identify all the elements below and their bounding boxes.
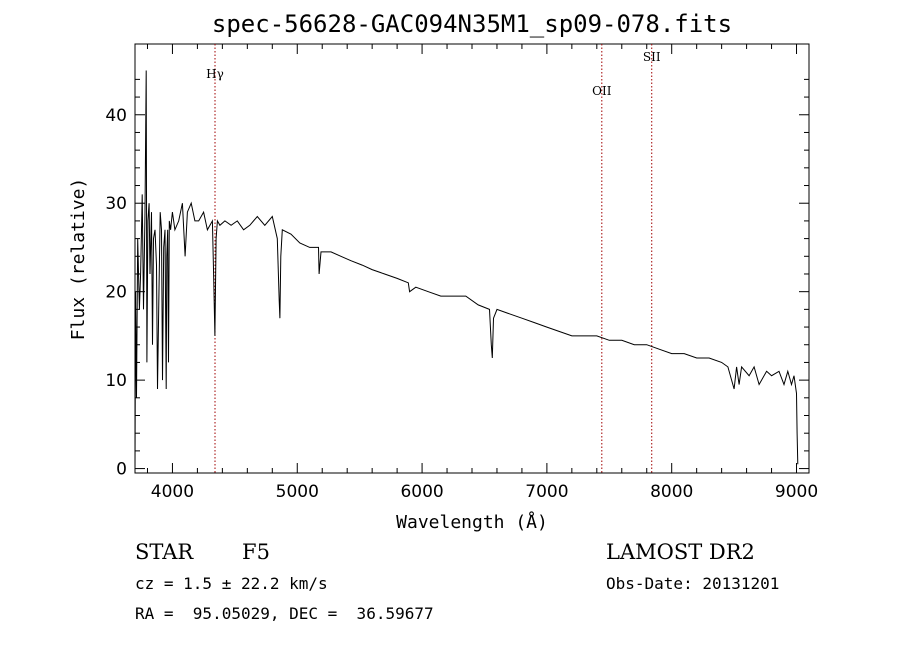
flux-series-line (134, 70, 799, 469)
object-class: STAR (135, 540, 194, 564)
line-marker-label: OII (592, 84, 612, 98)
y-tick-label: 30 (105, 194, 127, 214)
x-tick-label: 5000 (276, 482, 319, 502)
x-tick-label: 4000 (151, 482, 194, 502)
line-marker-label: SII (643, 50, 661, 64)
redshift-text: cz = 1.5 ± 22.2 km/s (135, 574, 328, 593)
chart-title: spec-56628-GAC094N35M1_sp09-078.fits (212, 10, 732, 38)
plot-frame (134, 43, 810, 474)
y-tick-label: 0 (116, 460, 127, 480)
axis-ticks (135, 44, 809, 473)
x-tick-label: 9000 (775, 482, 818, 502)
x-tick-label: 8000 (650, 482, 693, 502)
spectral-subclass: F5 (242, 540, 270, 564)
coordinates-text: RA = 95.05029, DEC = 36.59677 (135, 604, 434, 623)
y-axis-label: Flux (relative) (68, 178, 89, 341)
x-axis-label: Wavelength (Å) (396, 511, 548, 533)
y-tick-label: 20 (105, 283, 127, 303)
y-tick-label: 10 (105, 371, 127, 391)
x-tick-label: 7000 (525, 482, 568, 502)
line-marker-label: Hγ (206, 67, 224, 81)
spectral-line-markers: Hγ OII SII (206, 44, 661, 473)
x-tick-label: 6000 (400, 482, 443, 502)
survey-name: LAMOST DR2 (606, 540, 755, 564)
tick-labels: 4000 5000 6000 7000 8000 9000 0 10 20 30 40 (105, 106, 818, 502)
y-tick-label: 40 (105, 106, 127, 126)
obs-date-text: Obs-Date: 20131201 (606, 574, 779, 593)
